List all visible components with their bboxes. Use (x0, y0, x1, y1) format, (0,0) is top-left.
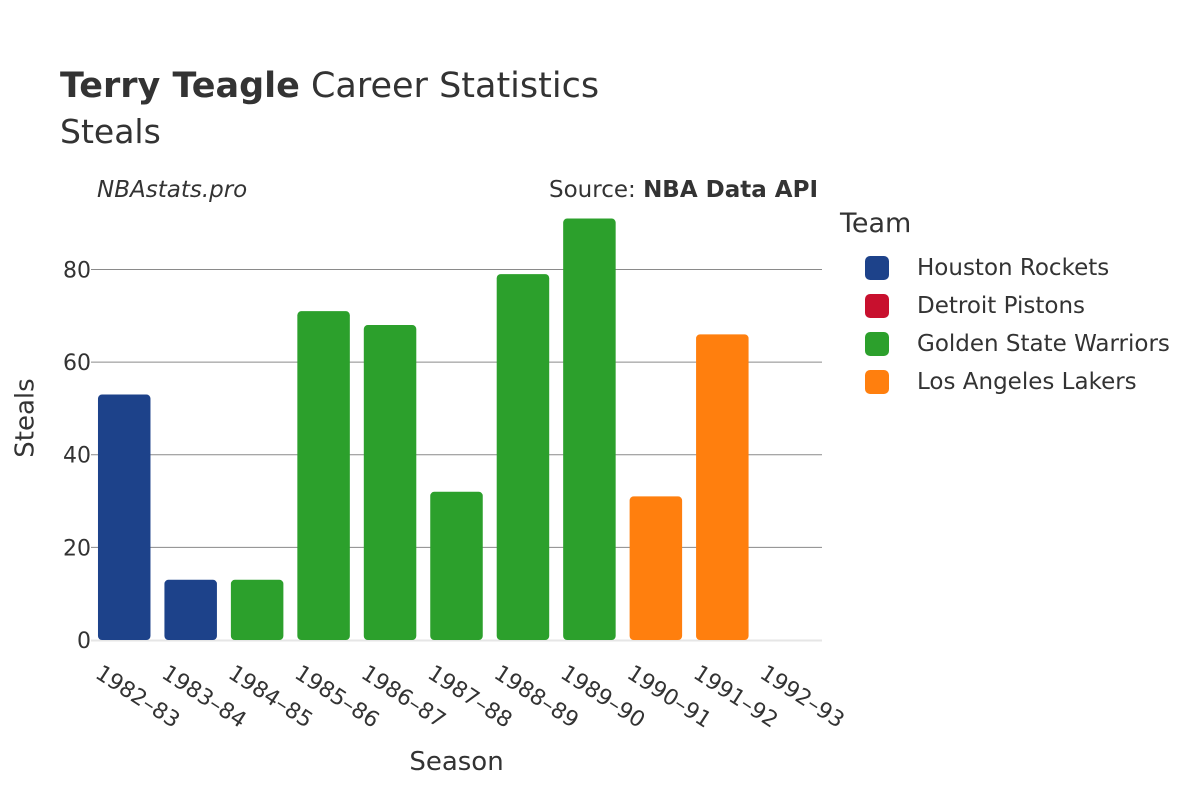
legend-swatch (865, 256, 889, 280)
bar[interactable] (430, 491, 483, 640)
source-prefix: Source: (549, 177, 644, 203)
legend-item[interactable]: Los Angeles Lakers (840, 363, 1170, 401)
legend-label: Detroit Pistons (917, 293, 1086, 319)
legend-swatch (865, 294, 889, 318)
source-name: NBA Data API (643, 177, 818, 203)
bar[interactable] (629, 496, 683, 640)
legend: Team Houston Rockets Detroit Pistons Golde… (840, 208, 1170, 401)
legend-label: Los Angeles Lakers (917, 369, 1137, 395)
bar[interactable] (696, 334, 749, 640)
site-credit: NBAstats.pro (97, 177, 248, 203)
legend-swatch (865, 332, 889, 356)
legend-label: Golden State Warriors (917, 331, 1170, 357)
y-tick-label: 80 (63, 258, 91, 283)
legend-item[interactable]: Detroit Pistons (840, 287, 1170, 325)
title-rest: Career Statistics (299, 66, 600, 106)
y-axis-title: Steals (11, 378, 41, 457)
y-tick-label: 20 (63, 536, 91, 561)
bar[interactable] (496, 274, 550, 640)
legend-items: Houston Rockets Detroit Pistons Golden Sta… (840, 249, 1170, 401)
y-tick-label: 60 (63, 351, 91, 376)
bar[interactable] (363, 325, 417, 640)
legend-title: Team (840, 208, 912, 239)
player-name: Terry Teagle (60, 66, 300, 106)
legend-swatch (865, 370, 889, 394)
bar[interactable] (97, 394, 151, 640)
legend-item[interactable]: Golden State Warriors (840, 325, 1170, 363)
bar[interactable] (230, 579, 284, 640)
bar[interactable] (297, 311, 350, 640)
source-credit: Source: NBA Data API (549, 177, 818, 203)
chart-title: Terry Teagle Career Statistics (60, 66, 599, 106)
y-tick-label: 40 (63, 444, 91, 469)
x-axis-title: Season (409, 747, 503, 777)
y-tick-label: 0 (77, 629, 91, 654)
chart-subtitle: Steals (60, 112, 161, 151)
legend-item[interactable]: Houston Rockets (840, 249, 1170, 287)
legend-label: Houston Rockets (917, 255, 1110, 281)
bar[interactable] (164, 579, 217, 640)
bar[interactable] (563, 218, 616, 641)
